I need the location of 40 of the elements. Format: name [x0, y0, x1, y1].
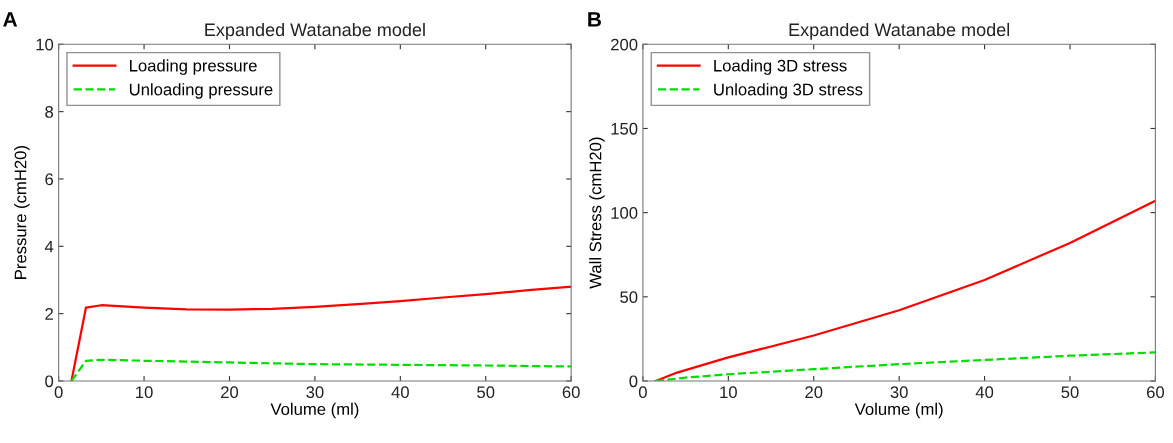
chart-title: Expanded Watanabe model: [789, 22, 1010, 40]
line-series: [654, 199, 1156, 381]
y-tick-label: 8: [45, 106, 54, 118]
x-tick-label: 40: [391, 386, 409, 399]
y-tick-label: 6: [45, 173, 54, 186]
x-tick-label: 50: [1061, 386, 1079, 399]
y-tick-label: 2: [45, 308, 53, 320]
x-tick-label: 0: [54, 386, 63, 399]
x-tick-label: 30: [306, 386, 324, 399]
y-tick-label: 0: [45, 375, 54, 388]
x-tick-label: 60: [562, 386, 580, 399]
y-axis-title: Pressure (cmH20): [14, 146, 30, 279]
chart-title: Expanded Watanabe model: [205, 22, 425, 40]
x-tick-label: 30: [890, 386, 908, 399]
legend-label: Unloading 3D stress: [714, 83, 863, 99]
y-tick-label: 150: [611, 122, 638, 135]
legend-label: Loading pressure: [130, 59, 257, 75]
x-tick-label: 10: [720, 386, 737, 399]
y-tick-label: 0: [629, 375, 638, 388]
text: B: [588, 12, 601, 27]
x-tick-label: 20: [221, 386, 239, 399]
x-axis-title: Volume (ml): [854, 402, 943, 419]
y-tick-label: 100: [611, 207, 638, 219]
x-tick-label: 60: [1146, 386, 1165, 399]
y-tick-label: 4: [44, 240, 54, 253]
x-tick-label: 20: [805, 386, 823, 399]
x-tick-label: 10: [136, 386, 153, 399]
legend-label: Unloading pressure: [129, 83, 273, 99]
y-axis-title: Wall Stress (cmH20): [589, 137, 605, 289]
line-series: [70, 285, 572, 381]
x-tick-label: 50: [477, 386, 495, 399]
legend-label: Loading 3D stress: [714, 59, 847, 75]
y-tick-label: 50: [620, 291, 638, 304]
x-tick-label: 40: [975, 386, 994, 399]
y-tick-label: 200: [611, 38, 638, 51]
line-series: [70, 358, 572, 381]
text: A: [3, 12, 18, 27]
x-tick-label: 0: [638, 386, 647, 399]
x-axis-title: Volume (ml): [270, 402, 359, 419]
y-tick-label: 10: [36, 38, 54, 51]
